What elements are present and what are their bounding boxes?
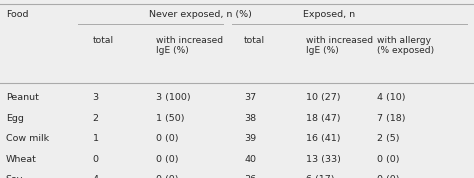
Text: Food: Food xyxy=(6,10,28,19)
Text: 18 (47): 18 (47) xyxy=(306,114,340,123)
Text: 0 (0): 0 (0) xyxy=(156,155,179,164)
Text: total: total xyxy=(92,36,114,45)
Text: Never exposed, n (%): Never exposed, n (%) xyxy=(149,10,252,19)
Text: 4: 4 xyxy=(92,175,99,178)
Text: Cow milk: Cow milk xyxy=(6,134,49,143)
Text: 16 (41): 16 (41) xyxy=(306,134,340,143)
Text: with increased
IgE (%): with increased IgE (%) xyxy=(156,36,224,55)
Text: Wheat: Wheat xyxy=(6,155,36,164)
Text: with increased
IgE (%): with increased IgE (%) xyxy=(306,36,373,55)
Text: 3: 3 xyxy=(92,93,99,103)
Text: Soy: Soy xyxy=(6,175,23,178)
Text: 0 (0): 0 (0) xyxy=(377,155,399,164)
Text: 0 (0): 0 (0) xyxy=(156,175,179,178)
Text: 0 (0): 0 (0) xyxy=(377,175,399,178)
Text: 7 (18): 7 (18) xyxy=(377,114,405,123)
Text: 4 (10): 4 (10) xyxy=(377,93,405,103)
Text: 38: 38 xyxy=(244,114,256,123)
Text: Peanut: Peanut xyxy=(6,93,38,103)
Text: total: total xyxy=(244,36,265,45)
Text: 0 (0): 0 (0) xyxy=(156,134,179,143)
Text: 2 (5): 2 (5) xyxy=(377,134,399,143)
Text: 37: 37 xyxy=(244,93,256,103)
Text: 2: 2 xyxy=(92,114,99,123)
Text: Egg: Egg xyxy=(6,114,24,123)
Text: 1: 1 xyxy=(92,134,99,143)
Text: 3 (100): 3 (100) xyxy=(156,93,191,103)
Text: Exposed, n: Exposed, n xyxy=(303,10,356,19)
Text: 6 (17): 6 (17) xyxy=(306,175,334,178)
Text: 1 (50): 1 (50) xyxy=(156,114,185,123)
Text: 13 (33): 13 (33) xyxy=(306,155,341,164)
Text: with allergy
(% exposed): with allergy (% exposed) xyxy=(377,36,434,55)
Text: 10 (27): 10 (27) xyxy=(306,93,340,103)
Text: 39: 39 xyxy=(244,134,256,143)
Text: 0: 0 xyxy=(92,155,99,164)
Text: 36: 36 xyxy=(244,175,256,178)
Text: 40: 40 xyxy=(244,155,256,164)
